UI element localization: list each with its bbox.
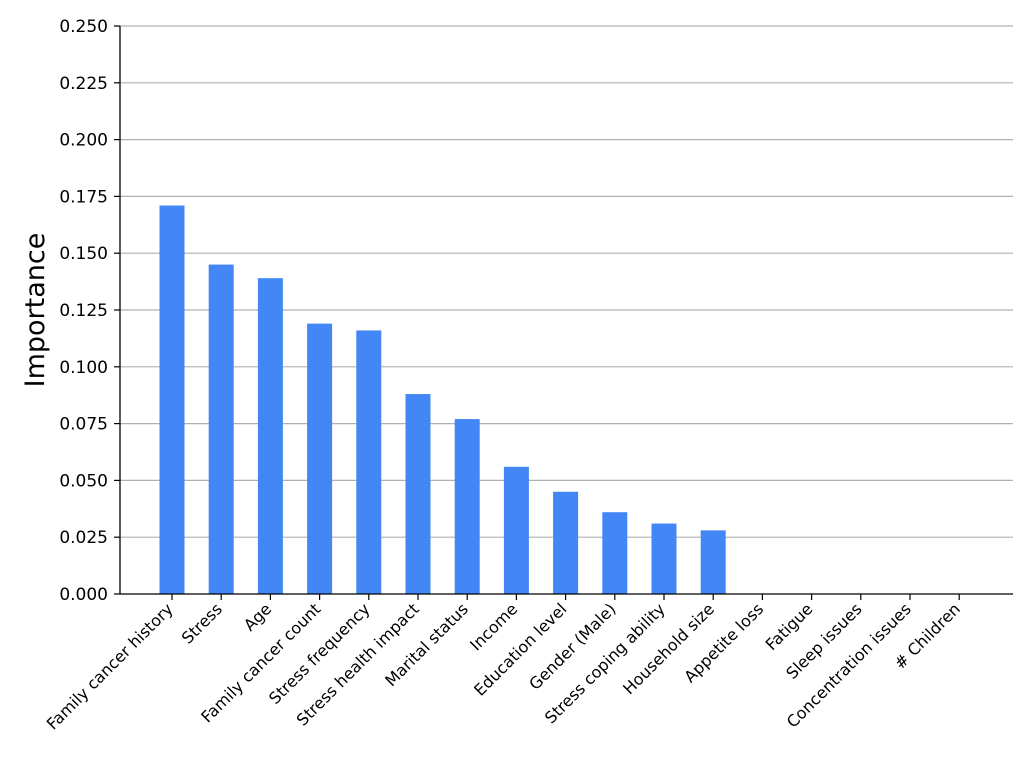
y-tick-label: 0.125 [59, 301, 108, 321]
x-tick-label: Stress [178, 599, 226, 647]
x-tick-label: Age [240, 599, 275, 634]
grid-lines [120, 25, 1013, 538]
y-tick-label: 0.100 [59, 358, 108, 378]
x-tick-label: Gender (Male) [525, 599, 619, 693]
bar [700, 530, 726, 594]
bar [208, 264, 234, 594]
bar [159, 205, 185, 594]
bar [307, 323, 333, 594]
bar [257, 278, 283, 594]
y-tick-label: 0.075 [59, 415, 108, 435]
bar [503, 466, 529, 594]
y-tick-label: 0.050 [59, 471, 108, 491]
y-axis-label: Importance [20, 233, 51, 388]
bar [602, 512, 628, 594]
bars [159, 205, 726, 594]
y-tick-label: 0.250 [59, 17, 108, 37]
bar [651, 523, 677, 594]
x-tick-label: Family cancer history [43, 599, 177, 733]
y-tick-label: 0.150 [59, 244, 108, 264]
y-tick-label: 0.000 [59, 585, 108, 605]
bar [454, 419, 480, 594]
bar [553, 491, 579, 594]
bar [405, 394, 431, 594]
y-tick-label: 0.175 [59, 187, 108, 207]
y-tick-label: 0.200 [59, 131, 108, 151]
bar [356, 330, 382, 594]
y-ticks: 0.000 0.025 0.050 0.075 0.100 0.125 0.150 0.175… [59, 17, 120, 605]
y-tick-label: 0.225 [59, 74, 108, 94]
y-tick-label: 0.025 [59, 528, 108, 548]
